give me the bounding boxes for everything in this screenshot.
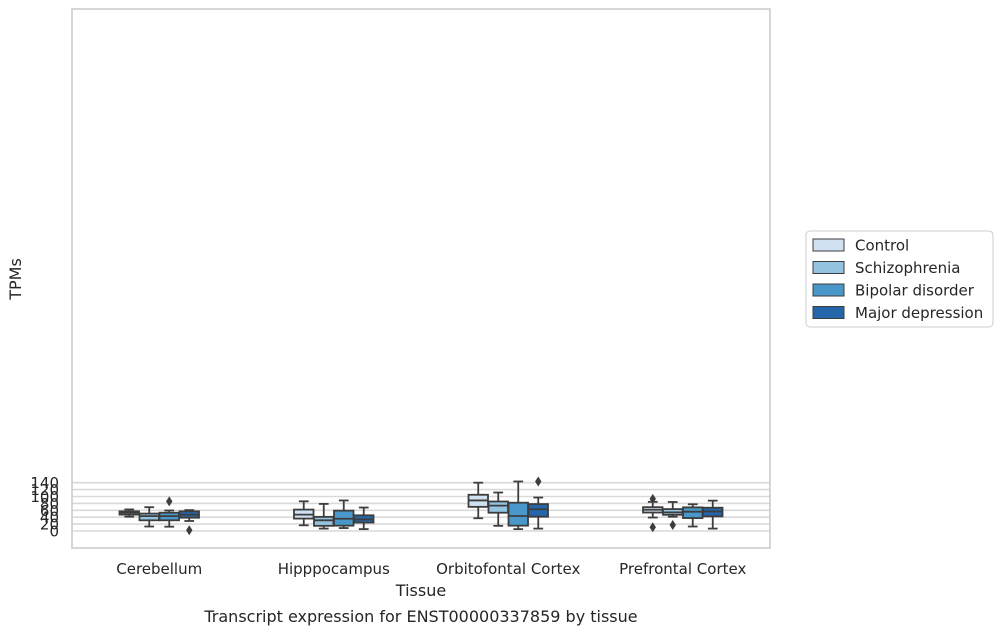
y-tick-label: 100 — [30, 488, 59, 506]
x-tick-label: Orbitofontal Cortex — [436, 560, 580, 578]
legend-label: Schizophrenia — [855, 259, 960, 277]
box-hipppocampus-bipolar-disorder — [333, 499, 355, 529]
box-hipppocampus-schizophrenia — [313, 503, 335, 530]
x-tick-label: Cerebellum — [116, 560, 202, 578]
y-tick-label: 80 — [40, 495, 59, 513]
legend-swatch — [812, 261, 845, 274]
outlier-point — [535, 476, 542, 487]
box-iqr — [313, 515, 335, 527]
box-orbitofontal-cortex-bipolar-disorder — [507, 480, 529, 531]
box-prefrontal-cortex-bipolar-disorder — [682, 503, 704, 528]
x-tick-label: Prefrontal Cortex — [619, 560, 746, 578]
box-prefrontal-cortex-control — [642, 493, 664, 533]
box-iqr — [507, 501, 529, 527]
grid — [72, 481, 770, 532]
y-tick-label: 40 — [40, 509, 59, 527]
y-axis-label: TPMs — [6, 258, 25, 301]
box-orbitofontal-cortex-control — [467, 481, 489, 520]
box-cerebellum-control — [118, 508, 140, 518]
box-hipppocampus-major-depression — [353, 506, 375, 531]
legend-items: Control Schizophrenia Bipolar disorder Majo… — [812, 237, 983, 322]
box-cerebellum-schizophrenia — [138, 506, 160, 528]
box-iqr — [487, 500, 509, 514]
legend-label: Control — [855, 237, 909, 255]
box-hipppocampus-control — [293, 500, 315, 527]
box-iqr — [682, 506, 704, 519]
plot-frame — [71, 8, 771, 549]
x-axis-label: Tissue — [395, 581, 446, 600]
legend-label: Bipolar disorder — [855, 282, 975, 300]
y-tick-label: 120 — [30, 481, 59, 499]
legend-swatch — [812, 283, 845, 297]
box-cerebellum-major-depression — [178, 509, 200, 536]
outlier-point — [649, 522, 656, 533]
chart-caption: Transcript expression for ENST0000033785… — [203, 607, 637, 626]
y-tick-label: 140 — [30, 474, 59, 492]
outlier-point — [649, 493, 656, 504]
box-orbitofontal-cortex-schizophrenia — [487, 491, 509, 527]
x-tick-label: Hipppocampus — [278, 560, 390, 578]
box-iqr — [527, 503, 549, 518]
legend-frame — [805, 230, 994, 328]
box-prefrontal-cortex-schizophrenia — [662, 501, 684, 530]
box-orbitofontal-cortex-major-depression — [527, 476, 549, 530]
y-tick-label: 20 — [40, 516, 59, 534]
boxes — [118, 476, 724, 536]
outlier-point — [669, 519, 676, 530]
legend-label: Major depression — [855, 304, 983, 322]
x-ticks: Cerebellum Hipppocampus Orbitofontal Corte… — [116, 560, 746, 578]
legend-swatch — [812, 306, 845, 319]
box-cerebellum-bipolar-disorder — [158, 496, 180, 528]
outlier-point — [186, 525, 193, 536]
legend: Control Schizophrenia Bipolar disorder Majo… — [805, 230, 994, 328]
legend-swatch — [812, 238, 845, 252]
y-tick-label: 0 — [49, 523, 59, 541]
box-prefrontal-cortex-major-depression — [702, 499, 724, 530]
y-tick-label: 60 — [40, 502, 59, 520]
outlier-point — [166, 496, 173, 507]
